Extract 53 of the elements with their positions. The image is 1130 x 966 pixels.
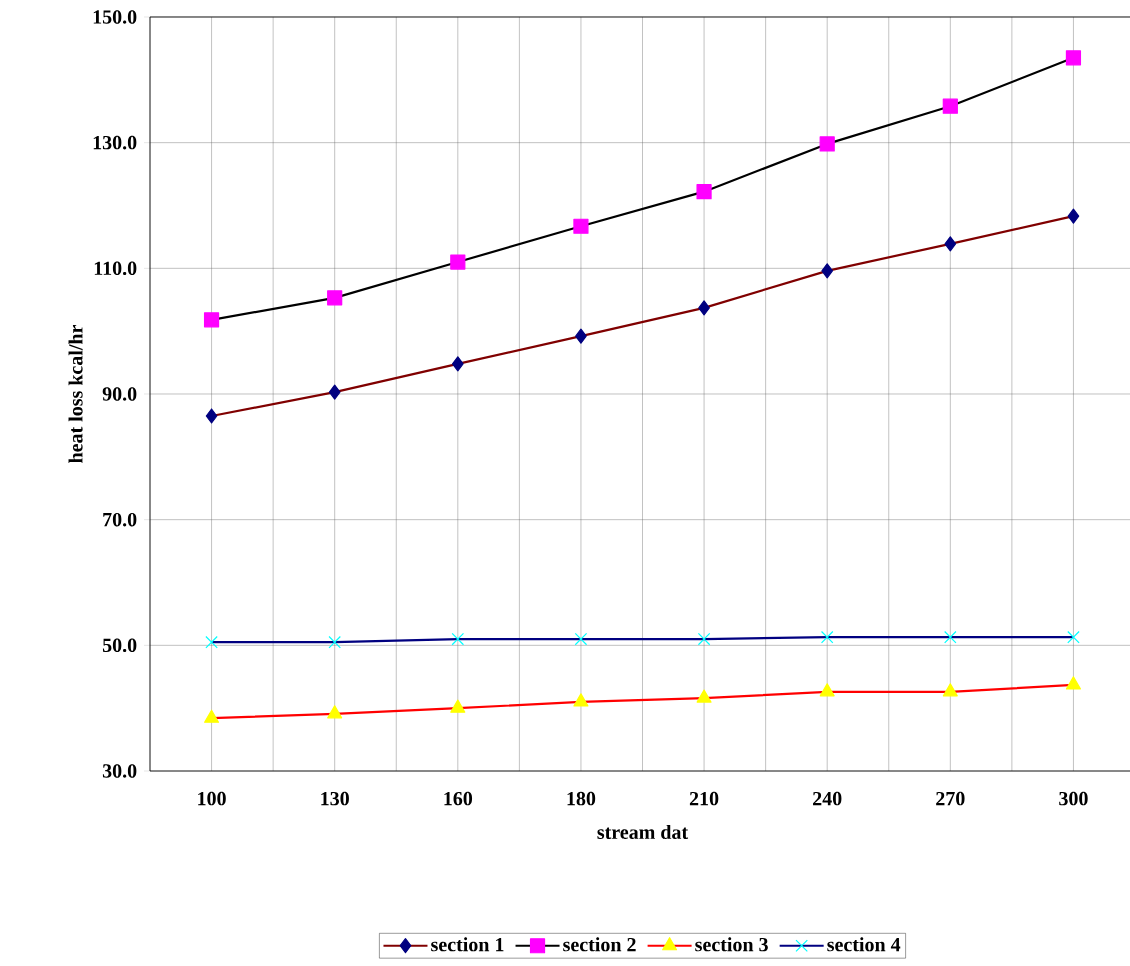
point: [205, 635, 218, 649]
point: [820, 630, 834, 644]
point: [696, 184, 712, 200]
y-tick-label: 90.0: [102, 387, 137, 401]
point: [1067, 208, 1080, 224]
point: [698, 300, 710, 316]
point: [203, 312, 220, 328]
point: [819, 683, 835, 697]
point: [942, 98, 958, 114]
legend-label: section 3: [695, 937, 768, 952]
point: [327, 705, 343, 719]
legend-label: section 1: [431, 937, 504, 952]
legend-label: section 4: [827, 937, 901, 952]
y-axis-title: heat loss kcal/hr: [68, 324, 83, 463]
x-tick-label: 160: [444, 791, 473, 806]
point: [821, 263, 834, 279]
point: [573, 218, 589, 234]
legend-label: section 2: [563, 937, 636, 952]
x-tick-label: 100: [198, 791, 226, 806]
x-tick-label: 130: [321, 791, 349, 806]
point: [696, 689, 712, 703]
point: [574, 632, 588, 646]
x-tick-label: 180: [567, 791, 596, 806]
point: [204, 709, 220, 723]
point: [451, 356, 464, 372]
y-tick-label: 50.0: [102, 638, 137, 653]
point: [205, 408, 218, 424]
x-tick-label: 240: [813, 791, 842, 806]
point: [1065, 50, 1082, 66]
y-tick-label: 70.0: [103, 512, 137, 527]
x-tick-label: 270: [936, 791, 965, 806]
y-tick-label: 130.0: [93, 135, 137, 150]
point: [944, 236, 957, 252]
point: [573, 693, 589, 707]
point: [1065, 676, 1081, 690]
point: [1067, 630, 1080, 644]
y-tick-label: 150.0: [93, 10, 137, 24]
point: [697, 632, 711, 646]
point: [819, 136, 835, 152]
point: [328, 384, 341, 400]
point: [450, 254, 466, 270]
point: [327, 290, 343, 306]
point: [450, 699, 466, 713]
y-tick-label: 30.0: [102, 764, 137, 778]
point: [328, 635, 341, 649]
x-tick-label: 300: [1059, 791, 1088, 806]
point: [944, 630, 957, 644]
point: [575, 328, 587, 344]
x-axis-title: stream dat: [597, 824, 689, 839]
x-tick-label: 210: [689, 791, 719, 806]
y-tick-label: 110.0: [94, 261, 137, 276]
point: [451, 632, 465, 646]
point: [942, 683, 958, 697]
